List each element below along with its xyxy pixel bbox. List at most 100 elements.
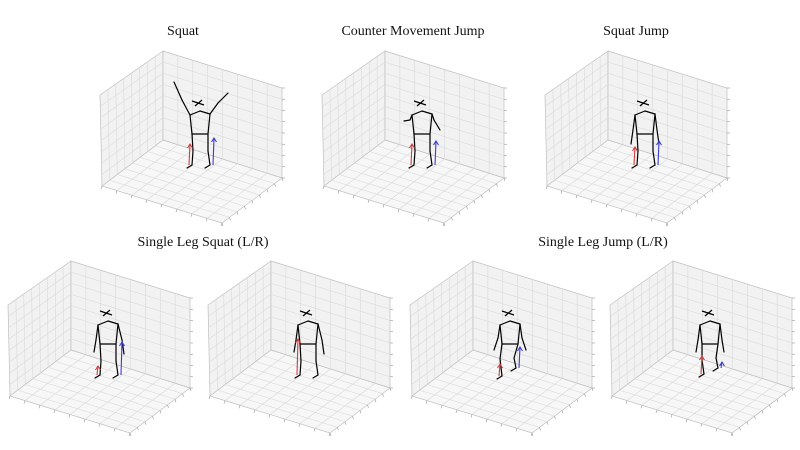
axis-tick [281, 177, 284, 182]
plot-sls_left [7, 260, 193, 437]
skeleton-segment [517, 323, 521, 345]
skeleton-segment [204, 164, 211, 169]
axis-tick [352, 416, 354, 420]
grid-line [162, 106, 283, 145]
skeleton-segment [99, 343, 102, 362]
axis-tick [681, 211, 684, 215]
axis-tick [610, 395, 613, 400]
plot-squat_jump [544, 50, 730, 227]
axis-tick [451, 217, 453, 221]
skeleton-segment [411, 110, 423, 116]
left-force-arrow [410, 143, 413, 166]
grid-line [411, 338, 474, 385]
grid-line [255, 361, 376, 400]
axis-tick [23, 400, 26, 404]
grid-line [650, 366, 770, 406]
title-squat-jump: Squat Jump [603, 24, 669, 39]
grid-line [70, 316, 191, 355]
axis-tick [470, 414, 473, 418]
axis-tick [167, 404, 169, 408]
skeleton-segment [649, 164, 656, 169]
skeleton-segment [99, 360, 102, 376]
grid-line [636, 168, 698, 214]
axis-tick [584, 393, 586, 397]
axis-tick [665, 222, 668, 227]
axis-tick [466, 206, 468, 210]
grid-line [607, 117, 728, 156]
skeleton-segment [695, 339, 699, 353]
grid-line [146, 61, 149, 152]
axis-tick [591, 387, 594, 392]
skeleton-segment [644, 110, 656, 115]
grid-line [54, 271, 57, 362]
skeleton-segment [97, 320, 109, 326]
grid-line [411, 327, 474, 374]
grid-line [155, 145, 275, 184]
skeleton-segment [717, 323, 721, 345]
grid-line [592, 151, 713, 190]
skeleton-segment [499, 358, 503, 377]
grid-line [516, 383, 578, 429]
grid-line [428, 173, 490, 219]
grid-line [584, 67, 586, 158]
grid-line [191, 168, 253, 214]
skeleton-segment [721, 339, 725, 353]
axis-tick [576, 399, 579, 403]
skeleton-segment [217, 92, 229, 104]
head-line [102, 309, 111, 317]
grid-line [384, 128, 505, 168]
head-line [416, 99, 425, 107]
grid-line [411, 316, 474, 363]
grid-line [162, 128, 283, 168]
grid-line [48, 366, 168, 406]
axis-tick [412, 213, 415, 217]
right-force-arrowhead [433, 139, 439, 146]
grid-line [672, 316, 793, 355]
axis-tick [625, 400, 628, 404]
grid-line [47, 277, 49, 368]
grid-line [611, 327, 674, 374]
skeleton-segment [698, 373, 705, 378]
axis-tick [344, 421, 347, 425]
axis-tick [221, 222, 224, 227]
skeleton-segment [499, 324, 503, 345]
grid-line [361, 67, 363, 158]
grid-line [9, 338, 72, 385]
grid-line [70, 338, 191, 378]
axis-tick [515, 428, 518, 432]
grid-line [621, 163, 683, 210]
skeleton-segment [433, 119, 441, 131]
axis-tick [337, 190, 340, 194]
grid-line [607, 106, 728, 145]
grid-line [299, 378, 361, 424]
grid-line [701, 378, 763, 424]
axis-tick [38, 405, 41, 409]
left-force-arrowhead [187, 142, 193, 149]
axis-tick [382, 204, 385, 208]
left-force-arrow [96, 365, 99, 376]
axis-tick [100, 185, 103, 190]
axis-tick [503, 177, 506, 182]
skeleton-segment [493, 337, 499, 351]
head-line [704, 309, 713, 317]
skeleton-segment [652, 150, 656, 166]
skeleton-segment [94, 374, 101, 379]
grid-line [140, 156, 260, 196]
grid-line [263, 355, 383, 394]
skeleton-segment [317, 323, 323, 341]
skeleton-segment [652, 113, 656, 135]
left-force-arrow [700, 355, 703, 375]
skeleton-segment [513, 357, 517, 369]
skeleton-segment [413, 133, 416, 152]
axis-tick [251, 200, 254, 204]
grid-line [114, 383, 176, 429]
axis-tick [440, 405, 443, 409]
skeleton-segment [315, 323, 319, 345]
grid-line [546, 106, 609, 153]
axis-tick [253, 409, 256, 413]
grid-line [69, 368, 131, 415]
axis-tick [128, 432, 131, 437]
skeleton-segment [112, 374, 119, 379]
grid-line [591, 61, 594, 152]
grid-line [398, 163, 460, 210]
